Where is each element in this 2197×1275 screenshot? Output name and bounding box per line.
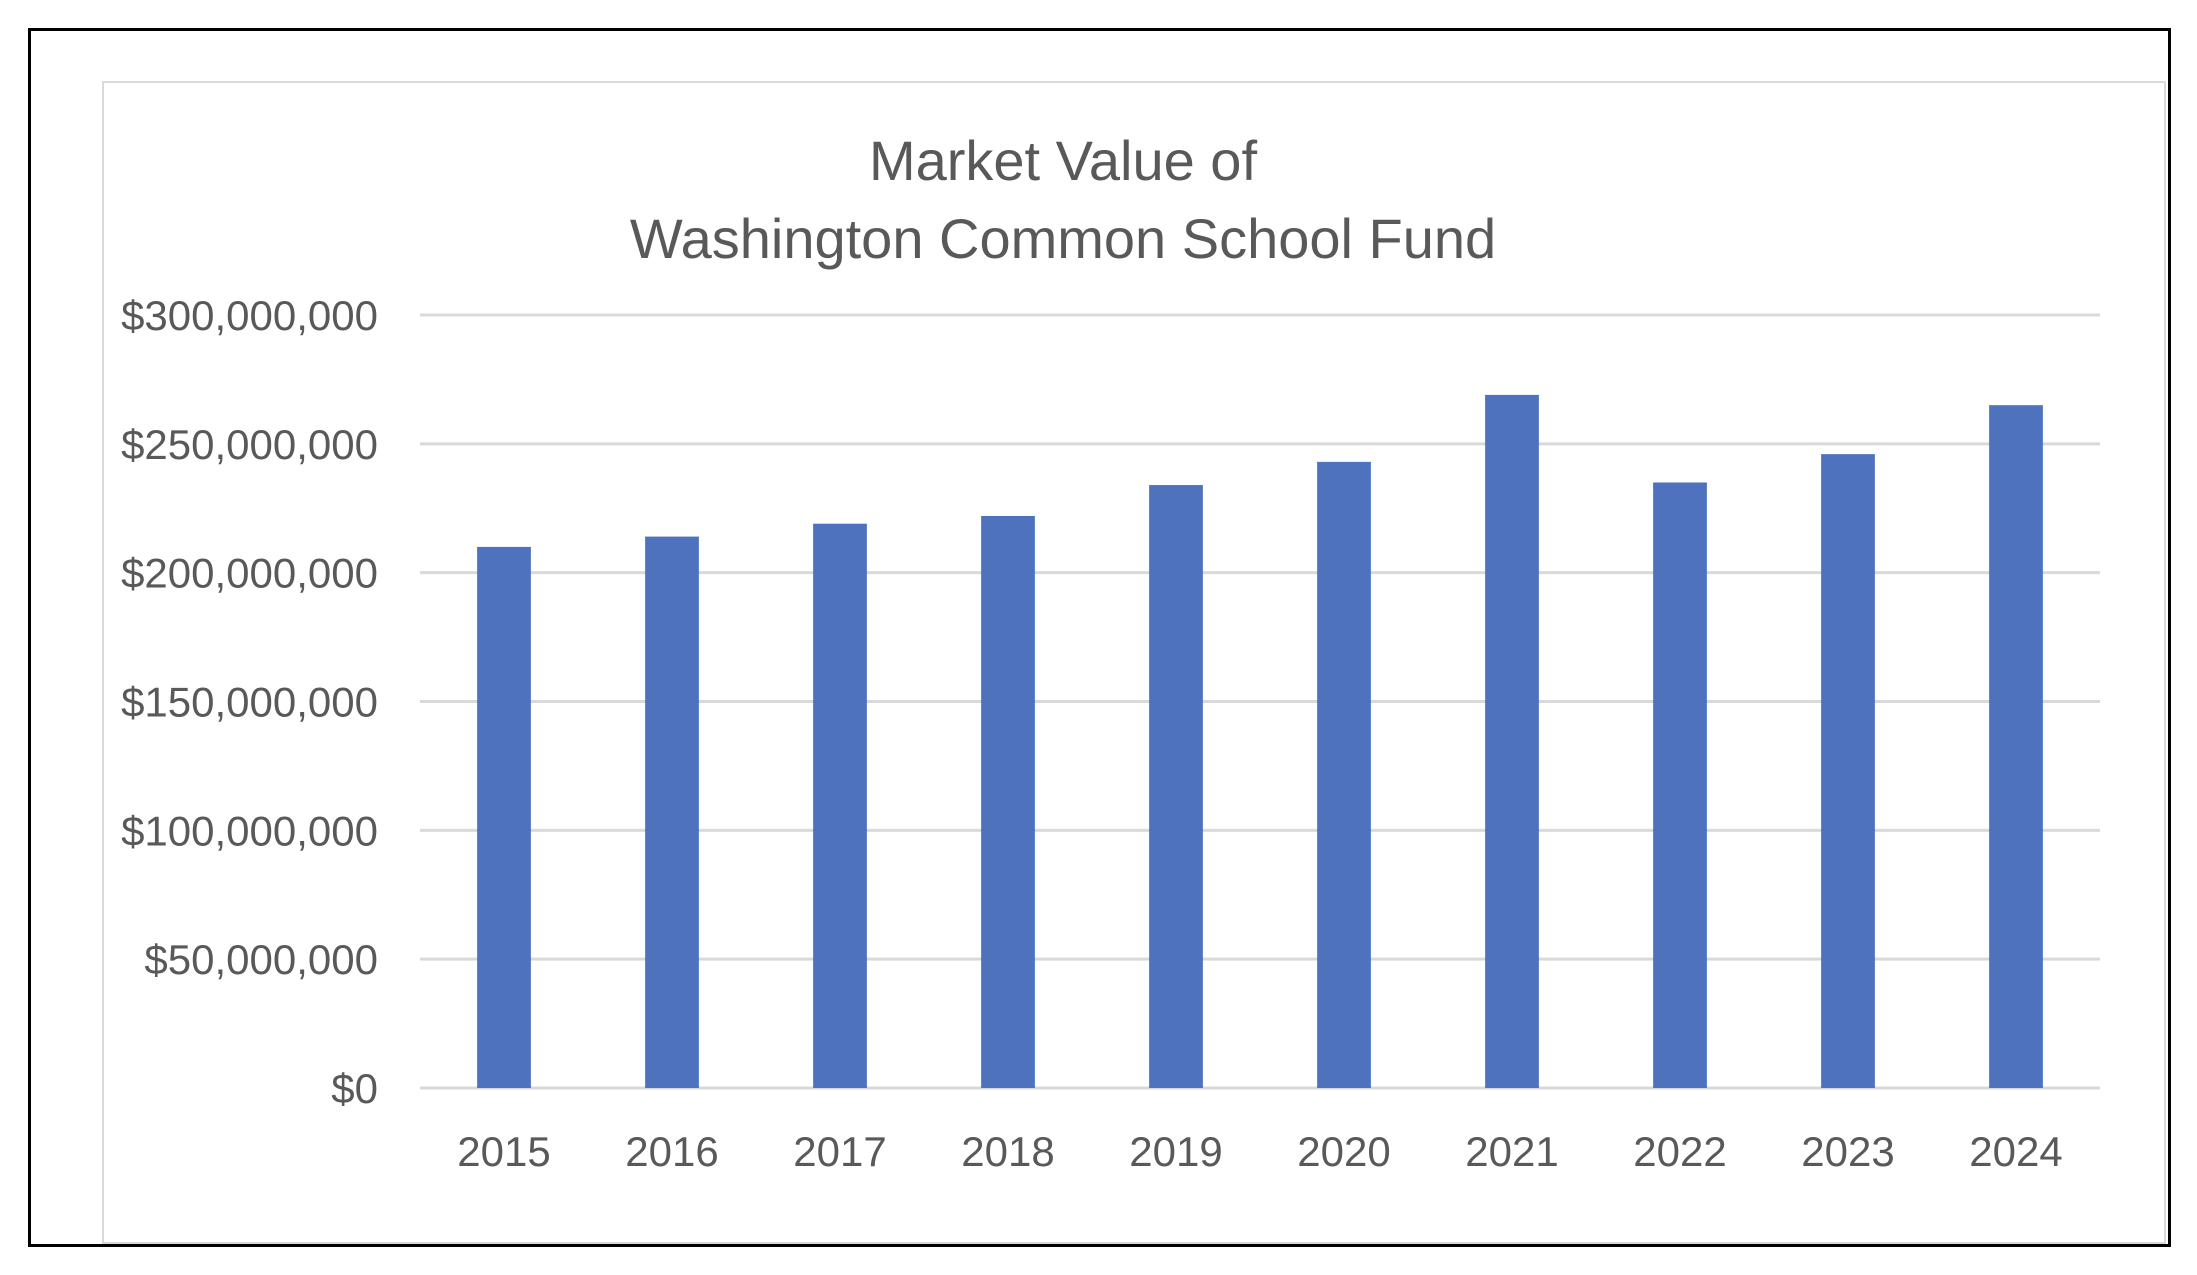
bars [477,394,2043,1088]
x-tick-label: 2017 [793,1128,886,1175]
chart-frame [28,28,2171,1247]
chart-title-line-1: Market Value of [869,129,1257,192]
chart-title-line-2: Washington Common School Fund [630,207,1496,270]
bar-2022 [1653,482,1707,1088]
x-tick-label: 2020 [1297,1128,1390,1175]
bar-2018 [981,515,1035,1088]
y-tick-label: $200,000,000 [121,550,378,597]
bar-2021 [1485,394,1539,1088]
bar-2017 [813,523,867,1088]
y-tick-label: $150,000,000 [121,679,378,726]
x-tick-label: 2016 [625,1128,718,1175]
y-tick-label: $50,000,000 [144,936,378,983]
x-tick-label: 2015 [457,1128,550,1175]
y-tick-label: $250,000,000 [121,421,378,468]
bar-2016 [645,536,699,1088]
bar-2024 [1989,405,2043,1088]
x-tick-label: 2019 [1129,1128,1222,1175]
gridlines [420,313,2100,1090]
bar-2019 [1149,485,1203,1088]
x-tick-label: 2024 [1969,1128,2062,1175]
bar-2023 [1821,454,1875,1088]
x-axis-tick-labels: 2015 2016 2017 2018 2019 2020 2021 2022 2023 2024 [457,1128,2062,1175]
y-axis-tick-labels: $0 $50,000,000 $100,000,000 $150,000,000 $20… [121,292,378,1112]
y-tick-label: $100,000,000 [121,807,378,854]
x-tick-label: 2022 [1633,1128,1726,1175]
bar-2020 [1317,461,1371,1088]
x-tick-label: 2021 [1465,1128,1558,1175]
y-tick-label: $300,000,000 [121,292,378,339]
y-tick-label: $0 [331,1065,378,1112]
bar-2015 [477,546,531,1088]
x-tick-label: 2023 [1801,1128,1894,1175]
x-tick-label: 2018 [961,1128,1054,1175]
